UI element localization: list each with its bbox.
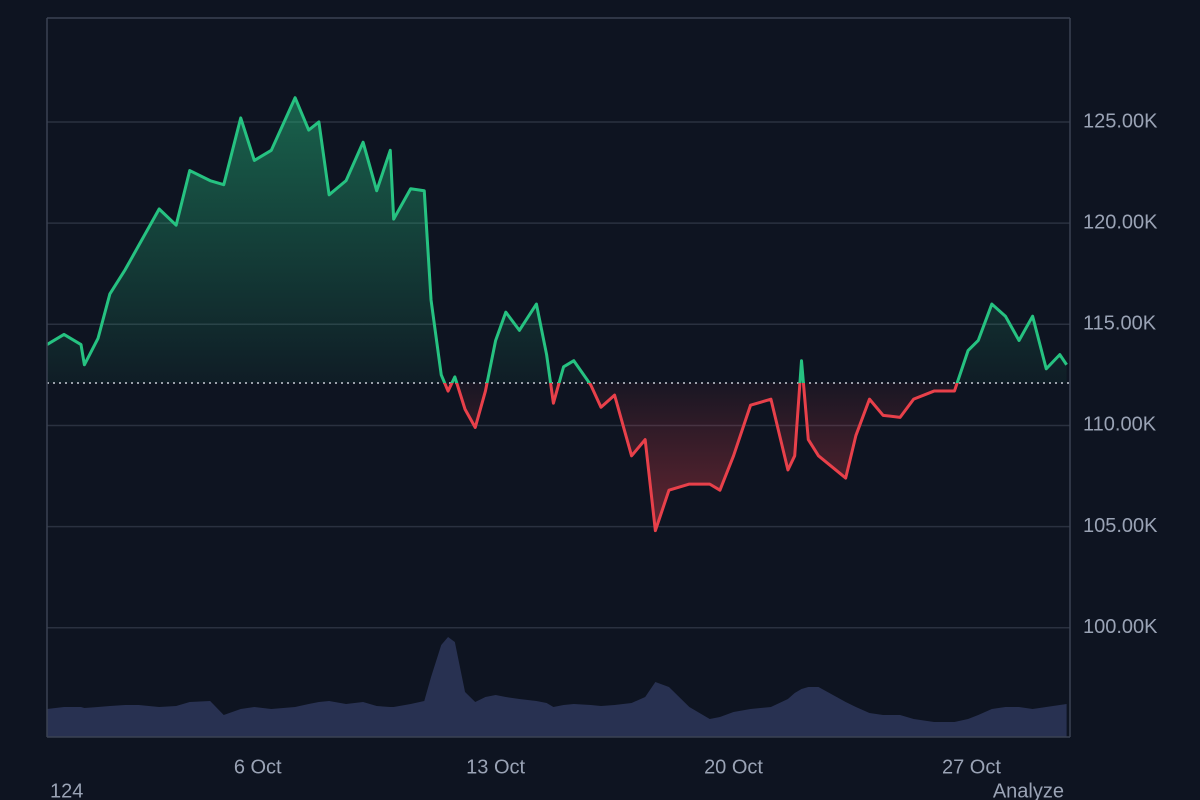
x-tick-label: 27 Oct	[942, 756, 1001, 778]
x-tick-label: 20 Oct	[704, 756, 763, 778]
footer-right[interactable]: Analyze	[993, 780, 1064, 800]
x-tick-label: 13 Oct	[466, 756, 525, 778]
x-tick-label: 6 Oct	[234, 756, 282, 778]
y-tick-label: 125.00K	[1083, 110, 1158, 132]
y-tick-label: 110.00K	[1083, 414, 1157, 436]
y-tick-label: 115.00K	[1083, 313, 1157, 335]
volume-area	[47, 637, 1067, 737]
footer-left: 124	[50, 780, 83, 800]
price-area	[47, 97, 1067, 531]
y-tick-label: 120.00K	[1083, 211, 1158, 233]
y-tick-label: 100.00K	[1083, 616, 1158, 638]
y-tick-label: 105.00K	[1083, 515, 1158, 537]
plot	[46, 96, 1070, 737]
price-line	[46, 96, 1068, 533]
